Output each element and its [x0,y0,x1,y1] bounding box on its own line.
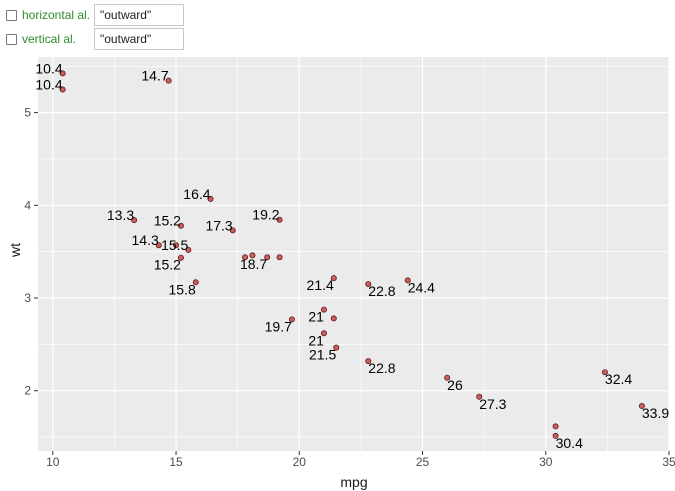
point-label: 21.5 [309,347,336,363]
horizontal-align-input[interactable]: "outward" [94,4,184,26]
data-point [59,70,66,77]
data-point [249,252,256,259]
point-label: 10.4 [35,76,62,92]
point-label: 19.2 [252,207,279,223]
x-tick-label: 35 [662,455,675,469]
data-point [320,330,327,337]
point-label: 32.4 [605,371,632,387]
y-axis-title: wt [7,243,23,258]
point-label: 15.2 [154,257,181,273]
data-point [173,242,180,249]
data-point [155,242,162,249]
data-point [601,369,608,376]
data-point [185,246,192,253]
data-point [288,316,295,323]
data-point [330,315,337,322]
data-point [276,216,283,223]
horizontal-align-label: horizontal al. [22,8,91,22]
data-point [320,306,327,313]
data-point [552,432,559,439]
point-label: 21.4 [307,277,334,293]
point-label: 18.7 [240,256,267,272]
x-tick-label: 25 [416,455,430,469]
point-labels: 21 21 22.8 21.4 18.7 14.3 24.4 22.8 16.4 17.3 15.2… [35,60,669,451]
major-gridlines [38,57,670,451]
horizontal-align-control: horizontal al. "outward" [6,4,184,26]
data-point [276,254,283,261]
vertical-align-input[interactable]: "outward" [94,28,184,50]
y-tick-label: 4 [24,198,31,212]
point-label: 27.3 [479,396,506,412]
y-tick-label: 3 [24,291,31,305]
point-label: 19.7 [265,318,292,334]
point-label: 22.8 [368,360,395,376]
x-tick-label: 30 [539,455,553,469]
data-point [444,374,451,381]
point-label: 17.3 [205,217,232,233]
data-point [165,77,172,84]
vertical-align-control: vertical al. "outward" [6,28,184,50]
point-label: 26 [447,377,463,393]
vertical-align-checkbox[interactable] [6,33,17,45]
horizontal-align-checkbox[interactable] [6,9,17,21]
data-point [638,403,645,410]
point-label: 10.4 [35,60,62,76]
x-axis-title: mpg [340,474,367,490]
data-point [333,344,340,351]
data-point [192,279,199,286]
minor-gridlines [38,57,669,451]
point-label: 22.8 [368,283,395,299]
data-point [177,254,184,261]
data-point [242,254,249,261]
point-label: 16.4 [183,186,210,202]
vertical-align-label: vertical al. [22,32,77,46]
data-point [131,217,138,224]
axis-ticks: 10 15 20 25 30 35 2 3 4 5 [24,106,675,469]
data-point [365,281,372,288]
data-point [404,277,411,284]
data-points [59,70,645,439]
point-label: 14.7 [141,68,168,84]
data-point [330,275,337,282]
data-point [59,86,66,93]
y-tick-label: 2 [24,384,31,398]
data-point [177,222,184,229]
data-point [229,227,236,234]
data-point [207,195,214,202]
x-tick-label: 15 [169,455,183,469]
point-label: 33.9 [642,405,669,421]
point-label: 15.8 [169,281,196,297]
y-tick-label: 5 [24,106,31,120]
point-label: 24.4 [408,279,435,295]
data-point [476,393,483,400]
data-point [552,423,559,430]
point-label: 15.5 [161,237,188,253]
x-tick-label: 10 [46,455,60,469]
point-label: 21 [308,332,324,348]
plot-panel [38,57,669,451]
data-point [365,358,372,365]
x-tick-label: 20 [293,455,307,469]
point-label: 13.3 [107,207,134,223]
data-point [264,254,271,261]
point-label: 15.2 [154,213,181,229]
point-label: 14.3 [132,232,159,248]
point-label: 30.4 [556,435,583,451]
point-label: 21 [308,309,324,325]
